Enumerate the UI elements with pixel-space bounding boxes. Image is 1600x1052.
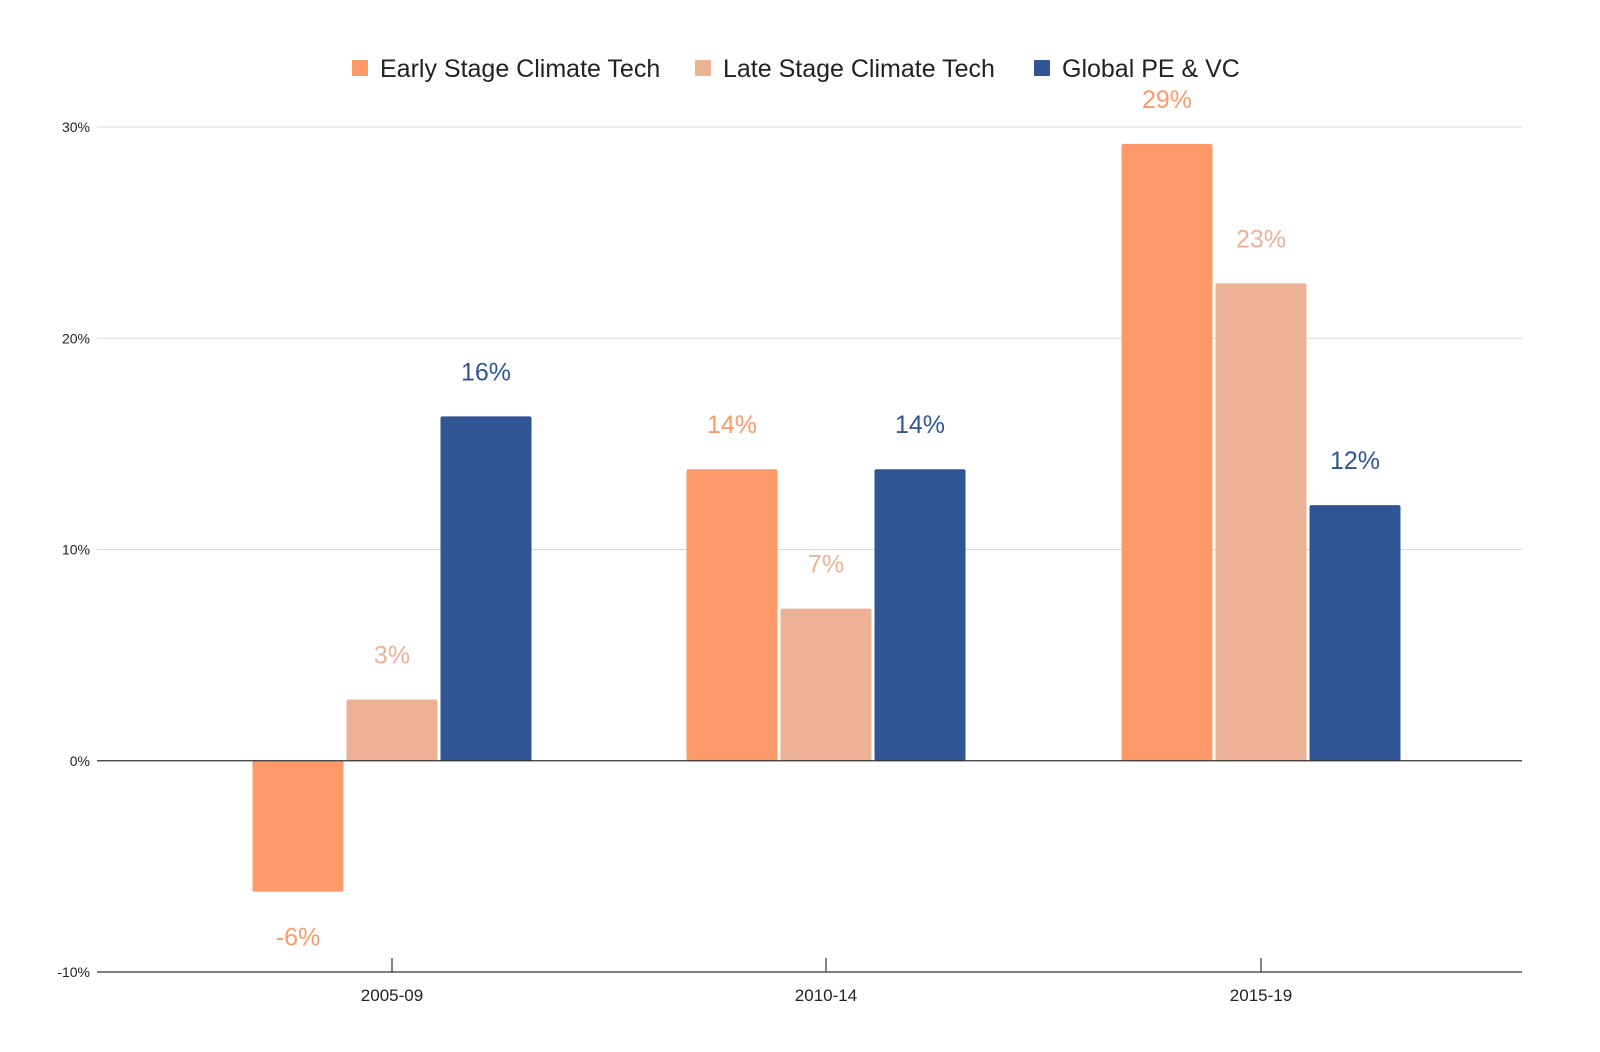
y-tick-label: 20% bbox=[62, 330, 90, 346]
legend-swatch bbox=[695, 60, 711, 76]
bar bbox=[346, 699, 438, 761]
x-tick-label: 2005-09 bbox=[361, 986, 423, 1005]
bar bbox=[1309, 505, 1401, 761]
data-label: 29% bbox=[1142, 86, 1192, 114]
data-label: 12% bbox=[1330, 447, 1380, 475]
legend-swatch bbox=[352, 60, 368, 76]
y-tick-label: 30% bbox=[62, 119, 90, 135]
bar bbox=[780, 608, 872, 761]
legend-label: Late Stage Climate Tech bbox=[723, 55, 995, 83]
data-label: 14% bbox=[707, 411, 757, 439]
legend-label: Global PE & VC bbox=[1062, 55, 1240, 83]
bar bbox=[874, 469, 966, 761]
bar bbox=[1121, 143, 1213, 761]
y-tick-label: -10% bbox=[57, 964, 90, 980]
data-label: -6% bbox=[276, 924, 320, 952]
bar bbox=[252, 760, 344, 892]
legend-swatch bbox=[1034, 60, 1050, 76]
x-tick-label: 2010-14 bbox=[795, 986, 857, 1005]
data-label: 23% bbox=[1236, 225, 1286, 253]
y-tick-label: 10% bbox=[62, 542, 90, 558]
legend-label: Early Stage Climate Tech bbox=[380, 55, 660, 83]
data-label: 14% bbox=[895, 411, 945, 439]
data-label: 7% bbox=[808, 551, 844, 579]
bar bbox=[440, 416, 532, 761]
data-label: 16% bbox=[461, 358, 511, 386]
bar bbox=[686, 469, 778, 761]
y-tick-label: 0% bbox=[70, 753, 90, 769]
data-label: 3% bbox=[374, 641, 410, 669]
x-tick-label: 2015-19 bbox=[1230, 986, 1292, 1005]
bar bbox=[1215, 283, 1307, 761]
